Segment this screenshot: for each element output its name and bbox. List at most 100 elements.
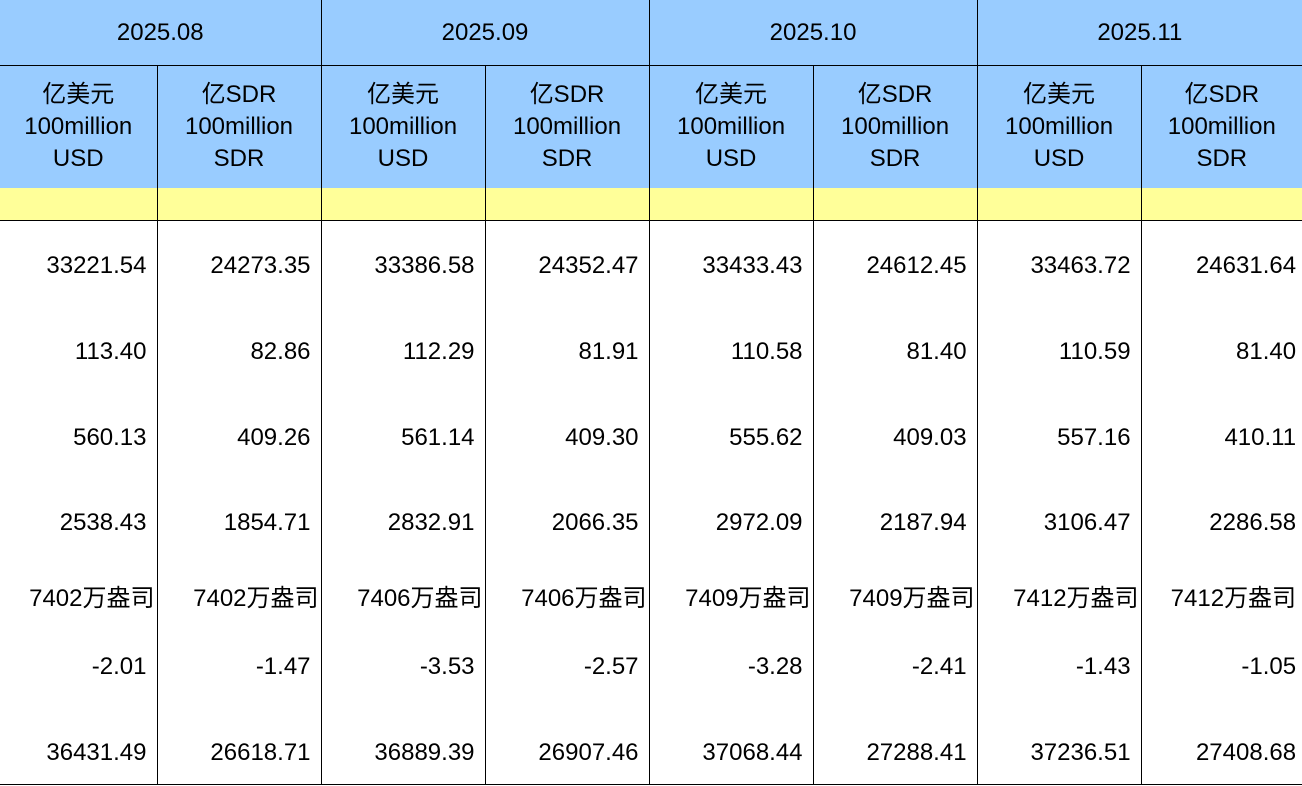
unit-label: 亿美元 bbox=[367, 81, 440, 108]
value-cell: -2.01 bbox=[0, 628, 158, 705]
month-header: 2025.11 bbox=[977, 0, 1302, 66]
unit-label: 100million bbox=[512, 113, 622, 140]
subheader-cell bbox=[485, 188, 650, 221]
value-cell: 112.29 bbox=[321, 310, 486, 393]
value-cell: 409.03 bbox=[813, 392, 978, 483]
unit-header-usd: 亿美元 100million USD bbox=[977, 65, 1142, 188]
month-header: 2025.10 bbox=[649, 0, 978, 66]
value-cell: 24352.47 bbox=[485, 220, 650, 311]
unit-label: 亿SDR bbox=[201, 81, 277, 108]
value-cell: 409.30 bbox=[485, 392, 650, 483]
unit-header-sdr: 亿SDR 100million SDR bbox=[485, 65, 650, 188]
value-cell: -1.47 bbox=[157, 628, 322, 705]
value-cell: 26907.46 bbox=[485, 704, 650, 785]
value-cell: -1.05 bbox=[1241, 652, 1297, 680]
unit-label: 亿美元 bbox=[1023, 81, 1096, 108]
unit-label: USD bbox=[52, 145, 104, 172]
value-cell: 7409万盎司 bbox=[649, 562, 814, 629]
value-cell: -2.41 bbox=[813, 628, 978, 705]
value-cell: 410.11 bbox=[1224, 423, 1297, 451]
value-cell: 33433.43 bbox=[649, 220, 814, 311]
value-cell: 409.26 bbox=[157, 392, 322, 483]
unit-header-sdr: 亿SDR 100million SDR bbox=[157, 65, 322, 188]
value-cell: 27288.41 bbox=[813, 704, 978, 785]
unit-label: 100million bbox=[677, 113, 786, 140]
subheader-cell bbox=[977, 188, 1142, 221]
subheader-cell bbox=[0, 188, 158, 221]
value-cell: 3106.47 bbox=[977, 482, 1142, 563]
unit-header-sdr: 亿SDR 100million SDR bbox=[813, 65, 978, 188]
unit-label: 100million bbox=[1005, 113, 1114, 140]
table-row: 36431.49 26618.71 36889.39 26907.46 37068.44… bbox=[0, 704, 1302, 785]
table-row: 2538.43 1854.71 2832.91 2066.35 2972.09 2187.… bbox=[0, 482, 1302, 563]
value-cell: 2972.09 bbox=[649, 482, 814, 563]
value-cell: -1.43 bbox=[977, 628, 1142, 705]
value-cell: 33386.58 bbox=[321, 220, 486, 311]
value-cell: 27408.68 bbox=[1141, 704, 1302, 785]
value-cell: 7412万盎司 bbox=[977, 562, 1142, 629]
value-cell: 33463.72 bbox=[977, 220, 1142, 311]
value-cell: 24612.45 bbox=[813, 220, 978, 311]
unit-header-usd: 亿美元 100million USD bbox=[0, 65, 158, 188]
table-row: -2.01 -1.47 -3.53 -2.57 -3.28 -2.41 -1.43 -1.05 bbox=[0, 628, 1302, 705]
value-cell: 36889.39 bbox=[321, 704, 486, 785]
month-header: 2025.09 bbox=[321, 0, 650, 66]
table-row: 113.40 82.86 112.29 81.91 110.58 81.40 110.59 8… bbox=[0, 310, 1302, 393]
table-row: 33221.54 24273.35 33386.58 24352.47 33433.43… bbox=[0, 220, 1302, 311]
value-cell: 7402万盎司 bbox=[157, 562, 322, 629]
subheader-row bbox=[0, 188, 1302, 221]
value-cell: 2066.35 bbox=[485, 482, 650, 563]
value-cell: 2187.94 bbox=[813, 482, 978, 563]
value-cell: 81.91 bbox=[485, 310, 650, 393]
value-cell: 7409万盎司 bbox=[813, 562, 978, 629]
unit-label: SDR bbox=[869, 145, 921, 172]
unit-label: USD bbox=[1033, 145, 1085, 172]
value-cell: 2538.43 bbox=[0, 482, 158, 563]
value-cell: 113.40 bbox=[0, 310, 158, 393]
value-cell: 7412万盎司 bbox=[1170, 585, 1297, 612]
unit-label: 亿美元 bbox=[695, 81, 768, 108]
value-cell: -3.28 bbox=[649, 628, 814, 705]
value-cell: 557.16 bbox=[977, 392, 1142, 483]
value-cell: 110.58 bbox=[649, 310, 814, 393]
unit-label: SDR bbox=[1196, 145, 1248, 172]
value-cell: -3.53 bbox=[321, 628, 486, 705]
value-cell: 561.14 bbox=[321, 392, 486, 483]
value-cell: 24273.35 bbox=[157, 220, 322, 311]
value-cell: 7402万盎司 bbox=[0, 562, 158, 629]
unit-label: 100million bbox=[1167, 113, 1276, 140]
unit-label: 100million bbox=[348, 113, 458, 140]
value-cell: 37068.44 bbox=[649, 704, 814, 785]
value-cell: 24631.64 bbox=[1195, 251, 1297, 279]
unit-header-sdr: 亿SDR 100million SDR bbox=[1141, 65, 1302, 188]
value-cell: 36431.49 bbox=[0, 704, 158, 785]
value-cell: 110.59 bbox=[977, 310, 1142, 393]
unit-label: 100million bbox=[841, 113, 950, 140]
value-cell: 81.40 bbox=[813, 310, 978, 393]
subheader-cell bbox=[649, 188, 814, 221]
value-cell: 82.86 bbox=[157, 310, 322, 393]
unit-label: 亿美元 bbox=[42, 81, 115, 108]
value-cell: 37236.51 bbox=[977, 704, 1142, 785]
value-cell: 1854.71 bbox=[157, 482, 322, 563]
unit-header-usd: 亿美元 100million USD bbox=[649, 65, 814, 188]
unit-header-row: 亿美元 100million USD 亿SDR 100million SDR 亿美元 100m… bbox=[0, 65, 1302, 188]
subheader-cell bbox=[157, 188, 322, 221]
unit-label: USD bbox=[705, 145, 757, 172]
subheader-cell bbox=[1141, 188, 1302, 221]
unit-label: SDR bbox=[213, 145, 265, 172]
unit-label: 100million bbox=[24, 113, 133, 140]
unit-label: 亿SDR bbox=[1184, 81, 1260, 108]
unit-label: 100million bbox=[184, 113, 294, 140]
unit-label: 亿SDR bbox=[529, 81, 605, 108]
unit-label: SDR bbox=[541, 145, 593, 172]
value-cell: 555.62 bbox=[649, 392, 814, 483]
unit-header-usd: 亿美元 100million USD bbox=[321, 65, 486, 188]
value-cell: 7406万盎司 bbox=[321, 562, 486, 629]
value-cell: 33221.54 bbox=[0, 220, 158, 311]
unit-label: 亿SDR bbox=[857, 81, 933, 108]
month-header-row: 2025.08 2025.09 2025.10 2025.11 bbox=[0, 0, 1302, 66]
value-cell: 2832.91 bbox=[321, 482, 486, 563]
subheader-cell bbox=[813, 188, 978, 221]
